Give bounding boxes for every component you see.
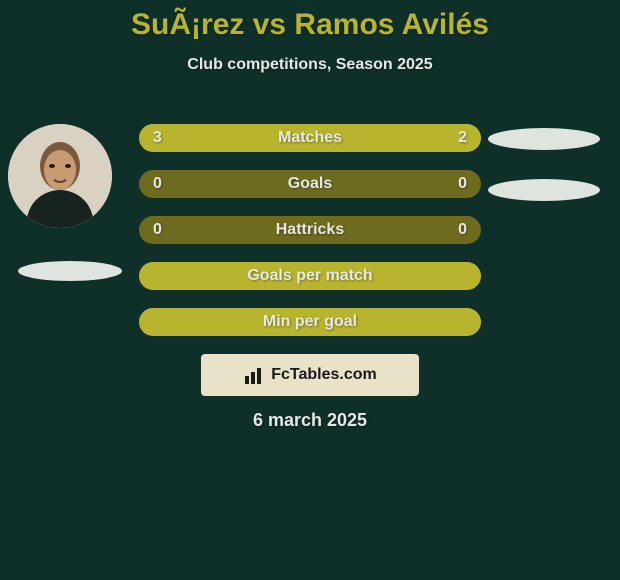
- bars-logo-icon: [243, 364, 265, 386]
- date-text: 6 march 2025: [0, 410, 620, 431]
- avatar-shadow-right-2: [488, 179, 600, 201]
- stat-label: Goals: [139, 170, 481, 198]
- stat-row: 00Goals: [139, 170, 481, 198]
- page-title: SuÃ¡rez vs Ramos Avilés: [0, 0, 620, 42]
- stat-row: Min per goal: [139, 308, 481, 336]
- stat-label: Hattricks: [139, 216, 481, 244]
- stat-row: Goals per match: [139, 262, 481, 290]
- stats-bars: 32Matches 00Goals 00Hattricks Goals per mat…: [139, 124, 481, 354]
- person-icon: [8, 124, 112, 228]
- subtitle: Club competitions, Season 2025: [0, 56, 620, 74]
- stat-label: Goals per match: [139, 262, 481, 290]
- avatar-shadow-right-1: [488, 128, 600, 150]
- player-left-avatar: [8, 124, 112, 228]
- watermark-text: FcTables.com: [271, 366, 377, 384]
- stat-row: 32Matches: [139, 124, 481, 152]
- stat-label: Min per goal: [139, 308, 481, 336]
- stat-row: 00Hattricks: [139, 216, 481, 244]
- avatar-shadow-left: [18, 261, 122, 281]
- stat-label: Matches: [139, 124, 481, 152]
- watermark: FcTables.com: [201, 354, 419, 396]
